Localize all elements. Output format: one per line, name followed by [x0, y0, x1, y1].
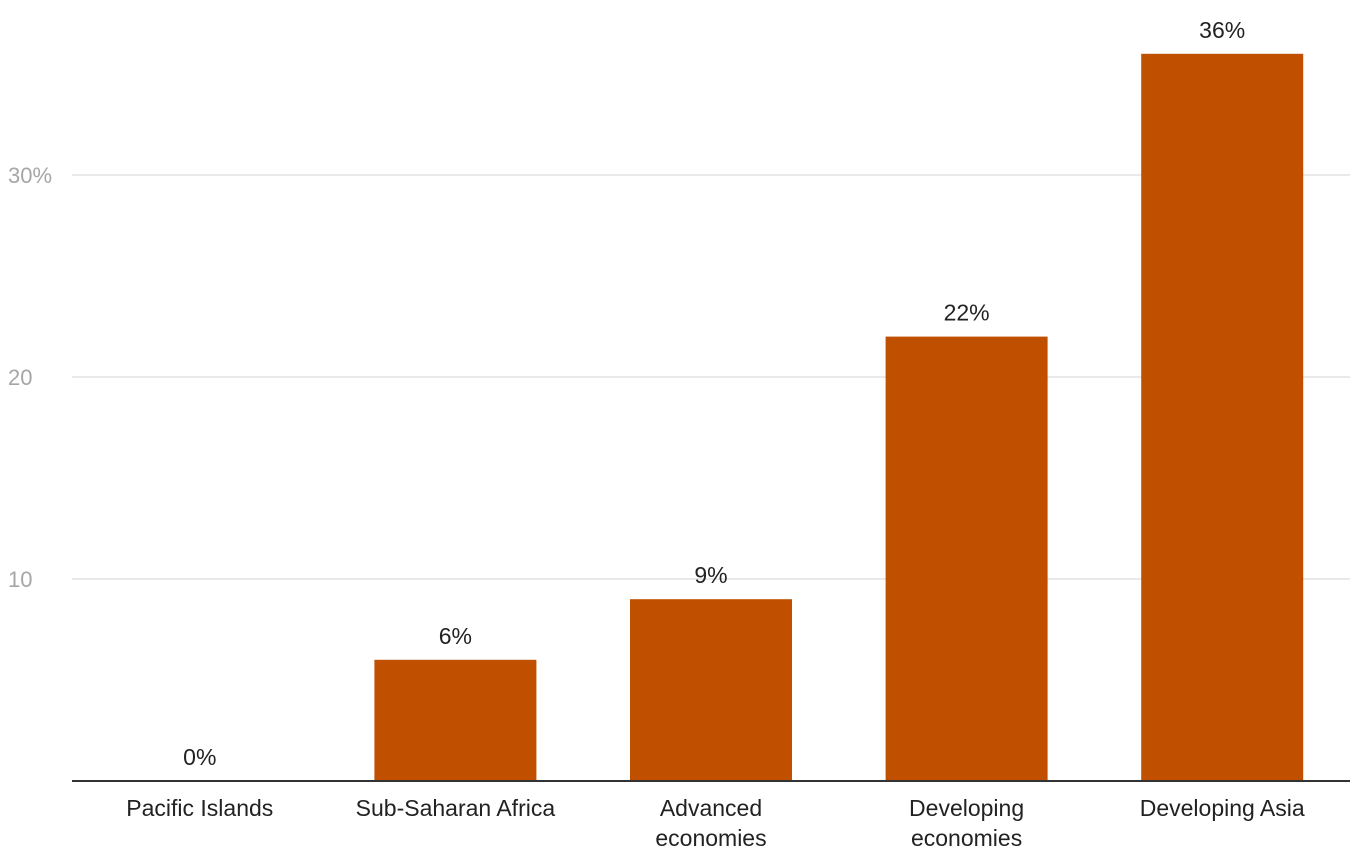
bar [374, 659, 537, 781]
bar [1141, 53, 1304, 782]
x-tick-label: Developing Asia [1140, 795, 1305, 821]
data-labels: 0% 6% 9% 22% 36% [183, 17, 1245, 770]
y-tick-label: 30% [8, 163, 52, 188]
x-tick-label-line: economies [911, 825, 1022, 850]
y-tick-label: 20 [8, 365, 32, 390]
bar [885, 336, 1048, 781]
gridlines [72, 174, 1350, 580]
data-label: 9% [694, 562, 727, 588]
data-label: 0% [183, 744, 216, 770]
x-tick-label-line: Pacific Islands [126, 795, 273, 821]
x-tick-label-line: economies [655, 825, 766, 850]
data-label: 6% [439, 623, 472, 649]
x-tick-label-line: Advanced [660, 795, 762, 821]
x-tick-label: Developing economies [909, 795, 1024, 850]
x-axis-ticks: Pacific Islands Sub-Saharan Africa Advance… [126, 795, 1305, 850]
bars [374, 53, 1304, 782]
x-tick-label-line: Developing Asia [1140, 795, 1305, 821]
data-label: 36% [1199, 17, 1245, 43]
x-tick-label: Pacific Islands [126, 795, 273, 821]
x-tick-label-line: Developing [909, 795, 1024, 821]
data-label: 22% [944, 300, 990, 326]
x-tick-label: Advanced economies [655, 795, 766, 850]
x-tick-label-line: Sub-Saharan Africa [356, 795, 556, 821]
bar [630, 599, 792, 781]
y-axis-ticks: 10 20 30% [8, 163, 52, 592]
x-tick-label: Sub-Saharan Africa [356, 795, 556, 821]
y-tick-label: 10 [8, 567, 32, 592]
